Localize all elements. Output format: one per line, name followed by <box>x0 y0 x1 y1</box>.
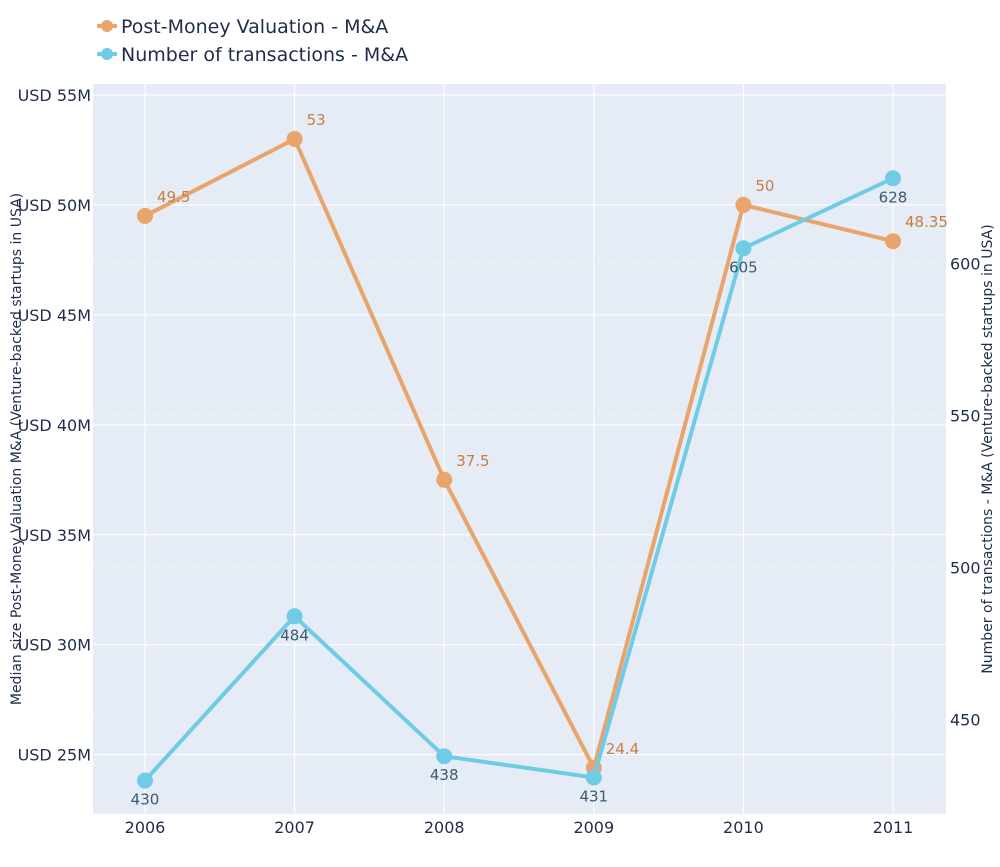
y-left-tick-label: USD 40M <box>18 416 91 435</box>
data-point[interactable] <box>286 608 303 625</box>
legend-label-post-money-valuation: Post-Money Valuation - M&A <box>121 16 388 38</box>
y-right-tick-label: 500 <box>950 559 981 578</box>
data-point[interactable] <box>735 196 752 213</box>
right-axis: 450 500 550 600 <box>950 254 981 729</box>
x-axis: 2006 2007 2008 2009 2010 2011 <box>125 818 914 837</box>
data-point[interactable] <box>137 772 153 789</box>
legend-item-number-of-transactions[interactable]: Number of transactions - M&A <box>97 44 408 66</box>
y-right-tick-label: 450 <box>950 711 981 730</box>
series-line <box>143 176 894 782</box>
y-left-tick-label: USD 45M <box>18 306 91 325</box>
data-point[interactable] <box>137 207 153 224</box>
x-tick-label: 2007 <box>274 818 315 837</box>
data-label: 605 <box>729 258 758 276</box>
data-point[interactable] <box>885 170 901 187</box>
y-left-tick-label: USD 55M <box>18 86 91 105</box>
x-tick-label: 2010 <box>723 818 764 837</box>
left-axis-title: Median size Post-Money Valuation M&A (Ve… <box>9 193 25 705</box>
data-point[interactable] <box>436 471 453 488</box>
series-line <box>144 136 894 770</box>
plot-area <box>93 84 946 814</box>
x-tick-label: 2011 <box>873 818 914 837</box>
right-axis-title: Number of transactions - M&A (Venture-ba… <box>980 224 996 673</box>
data-label: 49.5 <box>157 188 190 206</box>
data-label: 628 <box>879 188 908 206</box>
data-label: 438 <box>430 766 459 784</box>
data-label: 50 <box>755 177 774 195</box>
data-point[interactable] <box>585 769 602 786</box>
y-left-tick-label: USD 35M <box>18 526 91 545</box>
series-number-of-transactions: 430 484 438 431 605 628 <box>131 170 908 809</box>
left-axis: USD 25M USD 30M USD 35M USD 40M USD 45M USD 5… <box>18 86 91 765</box>
x-tick-label: 2008 <box>424 818 465 837</box>
data-point[interactable] <box>735 240 752 257</box>
y-left-tick-label: USD 30M <box>18 636 91 655</box>
data-label: 24.4 <box>606 740 639 758</box>
grid <box>93 84 946 814</box>
data-label: 430 <box>131 791 160 809</box>
data-label: 53 <box>307 111 326 129</box>
data-label: 431 <box>579 788 608 806</box>
legend-label-number-of-transactions: Number of transactions - M&A <box>121 44 408 66</box>
data-point[interactable] <box>885 233 901 250</box>
y-left-tick-label: USD 25M <box>18 746 91 765</box>
x-tick-label: 2006 <box>125 818 166 837</box>
data-label: 484 <box>280 626 309 644</box>
y-right-tick-label: 550 <box>950 407 981 426</box>
y-left-tick-label: USD 50M <box>18 196 91 215</box>
data-point[interactable] <box>436 748 453 765</box>
data-label: 37.5 <box>456 452 489 470</box>
data-point[interactable] <box>286 130 303 147</box>
series-layer: 49.5 53 37.5 24.4 50 48.35 430 484 438 431 605 628 <box>131 111 948 809</box>
x-tick-label: 2009 <box>573 818 614 837</box>
data-label: 48.35 <box>905 213 948 231</box>
legend[interactable]: Post-Money Valuation - M&A Number of tra… <box>97 16 408 66</box>
legend-item-post-money-valuation[interactable]: Post-Money Valuation - M&A <box>97 16 388 38</box>
y-right-tick-label: 600 <box>950 254 981 273</box>
